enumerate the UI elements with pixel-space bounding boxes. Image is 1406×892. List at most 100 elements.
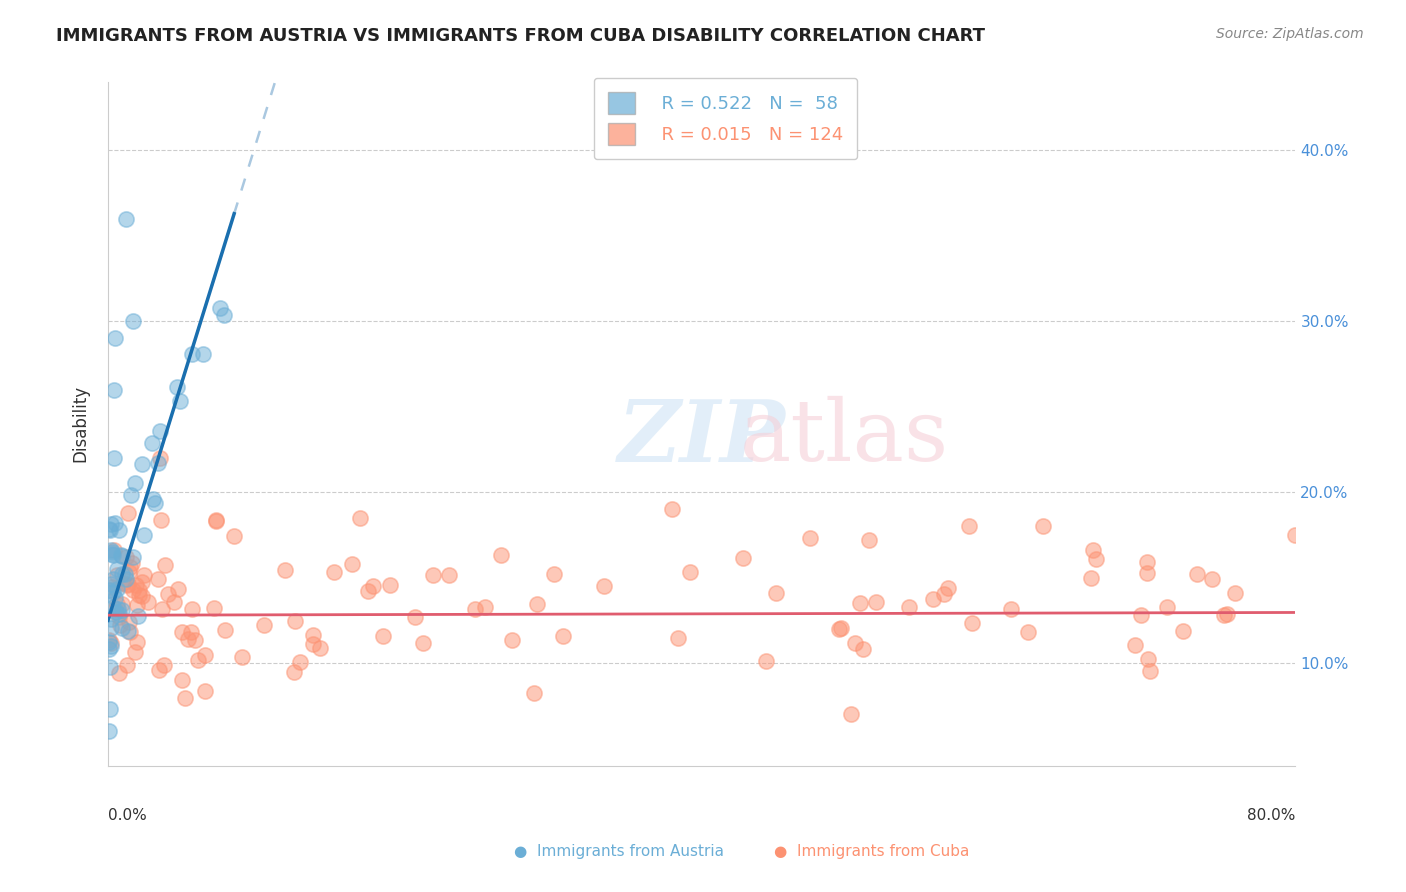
- Point: [127, 609, 149, 624]
- Point: [172, 624, 194, 639]
- Point: [107, 602, 129, 616]
- Point: [274, 563, 297, 577]
- Point: [1156, 599, 1178, 614]
- Point: [108, 609, 131, 624]
- Point: [120, 488, 142, 502]
- Point: [288, 655, 311, 669]
- Point: [163, 595, 186, 609]
- Point: [114, 566, 136, 581]
- Point: [1136, 555, 1159, 569]
- Point: [121, 556, 143, 570]
- Point: [283, 665, 305, 679]
- Point: [108, 618, 131, 632]
- Point: [141, 435, 163, 450]
- Point: [849, 596, 872, 610]
- Point: [679, 565, 702, 579]
- Point: [898, 599, 921, 614]
- Point: [380, 578, 402, 592]
- Point: [839, 707, 862, 722]
- Point: [828, 622, 851, 636]
- Point: [799, 531, 821, 545]
- Point: [110, 548, 132, 562]
- Point: [157, 587, 180, 601]
- Point: [100, 612, 122, 626]
- Point: [115, 577, 138, 591]
- Text: IMMIGRANTS FROM AUSTRIA VS IMMIGRANTS FROM CUBA DISABILITY CORRELATION CHART: IMMIGRANTS FROM AUSTRIA VS IMMIGRANTS FR…: [56, 27, 986, 45]
- Point: [150, 602, 173, 616]
- Point: [132, 528, 155, 542]
- Point: [543, 567, 565, 582]
- Point: [209, 301, 232, 316]
- Point: [111, 621, 134, 635]
- Point: [180, 625, 202, 640]
- Point: [101, 580, 124, 594]
- Point: [124, 645, 146, 659]
- Point: [302, 627, 325, 641]
- Point: [103, 584, 125, 599]
- Point: [361, 579, 384, 593]
- Point: [962, 616, 984, 631]
- Point: [173, 690, 195, 705]
- Point: [98, 582, 121, 597]
- Point: [193, 347, 215, 361]
- Point: [122, 314, 145, 328]
- Point: [104, 602, 127, 616]
- Point: [1216, 607, 1239, 621]
- Point: [100, 576, 122, 591]
- Point: [115, 550, 138, 565]
- Point: [134, 568, 156, 582]
- Point: [253, 618, 276, 632]
- Point: [121, 549, 143, 564]
- Legend:   R = 0.522   N =  58,   R = 0.015   N = 124: R = 0.522 N = 58, R = 0.015 N = 124: [593, 78, 858, 160]
- Point: [501, 632, 523, 647]
- Point: [412, 636, 434, 650]
- Point: [1083, 543, 1105, 558]
- Point: [117, 615, 139, 629]
- Point: [122, 582, 145, 597]
- Point: [112, 575, 135, 590]
- Point: [118, 559, 141, 574]
- Point: [153, 558, 176, 572]
- Point: [1136, 566, 1159, 580]
- Text: atlas: atlas: [740, 396, 949, 479]
- Point: [187, 653, 209, 667]
- Point: [131, 590, 153, 604]
- Point: [526, 597, 548, 611]
- Point: [553, 629, 575, 643]
- Point: [98, 702, 121, 716]
- Point: [105, 567, 128, 582]
- Point: [852, 642, 875, 657]
- Point: [464, 601, 486, 615]
- Point: [150, 513, 173, 527]
- Point: [214, 623, 236, 637]
- Point: [103, 450, 125, 465]
- Point: [830, 621, 852, 635]
- Point: [938, 581, 960, 595]
- Point: [105, 562, 128, 576]
- Point: [100, 582, 122, 597]
- Point: [1284, 528, 1306, 542]
- Point: [115, 657, 138, 672]
- Point: [153, 658, 176, 673]
- Point: [100, 516, 122, 531]
- Point: [146, 456, 169, 470]
- Text: ZIP: ZIP: [617, 396, 786, 479]
- Point: [1129, 607, 1152, 622]
- Text: ●  Immigrants from Cuba: ● Immigrants from Cuba: [775, 845, 969, 859]
- Point: [921, 591, 943, 606]
- Point: [489, 549, 512, 563]
- Point: [104, 591, 127, 605]
- Point: [755, 654, 778, 668]
- Point: [212, 308, 235, 322]
- Point: [1329, 511, 1351, 525]
- Point: [166, 582, 188, 597]
- Point: [523, 686, 546, 700]
- Point: [114, 211, 136, 226]
- Point: [103, 543, 125, 558]
- Point: [111, 566, 134, 581]
- Point: [107, 607, 129, 621]
- Point: [765, 585, 787, 599]
- Point: [180, 347, 202, 361]
- Point: [284, 615, 307, 629]
- Point: [103, 572, 125, 586]
